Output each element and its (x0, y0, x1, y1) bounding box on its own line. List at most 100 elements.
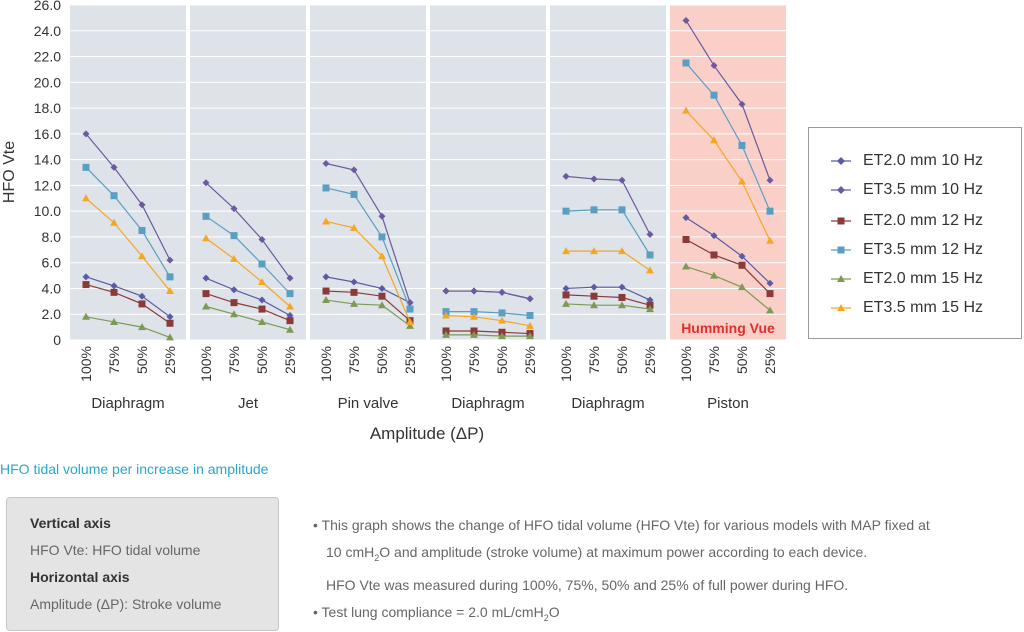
data-point (618, 176, 626, 184)
legend-label: ET2.0 mm 12 Hz (863, 212, 984, 229)
data-point (110, 192, 118, 200)
panel-label: Jet (238, 395, 259, 412)
note-line: • This graph shows the change of HFO tid… (313, 517, 930, 533)
x-tick-label: 50% (134, 346, 150, 374)
note-text: O and amplitude (stroke volume) at maxim… (379, 544, 868, 560)
data-point (710, 62, 718, 70)
series-line (85, 166, 171, 278)
x-axis-label: Amplitude (ΔP) (370, 424, 484, 443)
data-point (202, 179, 210, 187)
x-tick-label: 25% (402, 346, 418, 374)
series-line (565, 175, 651, 235)
series-line (685, 265, 771, 311)
y-tick-label: 14.0 (34, 152, 61, 168)
x-tick-label: 75% (346, 346, 362, 374)
data-point (322, 184, 330, 192)
panel-badge: Humming Vue (681, 320, 775, 336)
series-line (446, 290, 531, 300)
note-line: 10 cmH2O and amplitude (stroke volume) a… (313, 539, 1023, 572)
note-text: O (548, 603, 560, 620)
series-line (325, 290, 411, 322)
data-point (230, 299, 238, 307)
data-point (562, 284, 570, 292)
data-point (470, 312, 478, 320)
note-subscript: 2 (543, 612, 549, 623)
data-point (738, 100, 746, 108)
data-point (138, 201, 146, 209)
x-tick-label: 100% (318, 346, 334, 382)
chart-caption: HFO tidal volume per increase in amplitu… (0, 461, 269, 477)
data-point (590, 292, 598, 300)
data-point (766, 236, 774, 244)
data-point (110, 163, 118, 171)
data-point (258, 317, 266, 325)
legend-label: ET2.0 mm 15 Hz (863, 270, 984, 287)
y-tick-label: 0 (53, 332, 61, 348)
data-point (738, 252, 746, 260)
y-tick-label: 2.0 (42, 306, 62, 322)
data-point (562, 207, 570, 215)
data-point (322, 287, 330, 295)
data-point (286, 274, 294, 282)
triangle-marker-icon (831, 304, 851, 311)
data-point (82, 130, 90, 138)
series-line (325, 276, 411, 304)
vertical-axis-title: Vertical axis (30, 515, 111, 531)
data-point (590, 301, 598, 309)
data-point (442, 287, 450, 295)
note-text: • Test lung compliance = 2.0 mL/cmH (313, 603, 544, 620)
series-line (205, 277, 291, 317)
data-point (470, 287, 478, 295)
data-point (738, 177, 746, 185)
data-point (526, 295, 534, 303)
y-tick-label: 6.0 (42, 255, 62, 271)
chart-legend: ET2.0 mm 10 Hz ET3.5 mm 10 Hz ET2.0 mm 1… (808, 127, 1022, 339)
data-point (322, 273, 330, 281)
data-point (646, 305, 654, 313)
note-line: HFO Vte was measured during 100%, 75%, 5… (326, 576, 849, 593)
y-tick-label: 8.0 (42, 229, 62, 245)
panel-background (190, 5, 306, 340)
data-point (166, 273, 174, 281)
data-point (526, 321, 534, 329)
data-point (442, 311, 450, 319)
notes: • This graph shows the change of HFO tid… (313, 512, 1023, 632)
data-point (526, 332, 534, 340)
data-point (682, 106, 690, 114)
series-line (565, 303, 651, 310)
data-point (258, 278, 266, 286)
series-line (205, 305, 291, 331)
series-line (85, 276, 171, 318)
data-point (682, 59, 690, 67)
series-line (85, 133, 171, 261)
data-point (230, 232, 238, 240)
data-point (682, 16, 690, 24)
data-point (562, 299, 570, 307)
data-point (82, 163, 90, 171)
y-tick-label: 20.0 (34, 74, 61, 90)
data-point (562, 291, 570, 299)
data-point (618, 283, 626, 291)
x-tick-label: 100% (438, 346, 454, 382)
panel-label: Piston (707, 395, 749, 412)
data-point (350, 299, 358, 307)
data-point (82, 273, 90, 281)
data-point (378, 233, 386, 241)
data-point (406, 317, 414, 325)
data-point (378, 284, 386, 292)
data-point (498, 309, 506, 317)
series-line (685, 238, 771, 295)
series-line (685, 20, 771, 181)
horizontal-axis-text: Amplitude (ΔP): Stroke volume (30, 596, 222, 612)
data-point (230, 254, 238, 262)
panel-label: Pin valve (338, 395, 399, 412)
series-line (446, 311, 531, 317)
data-point (738, 261, 746, 269)
data-point (710, 91, 718, 99)
x-tick-label: 25% (162, 346, 178, 374)
data-point (138, 252, 146, 260)
series-line (205, 293, 291, 322)
data-point (322, 296, 330, 304)
x-tick-label: 50% (374, 346, 390, 374)
data-point (710, 251, 718, 259)
